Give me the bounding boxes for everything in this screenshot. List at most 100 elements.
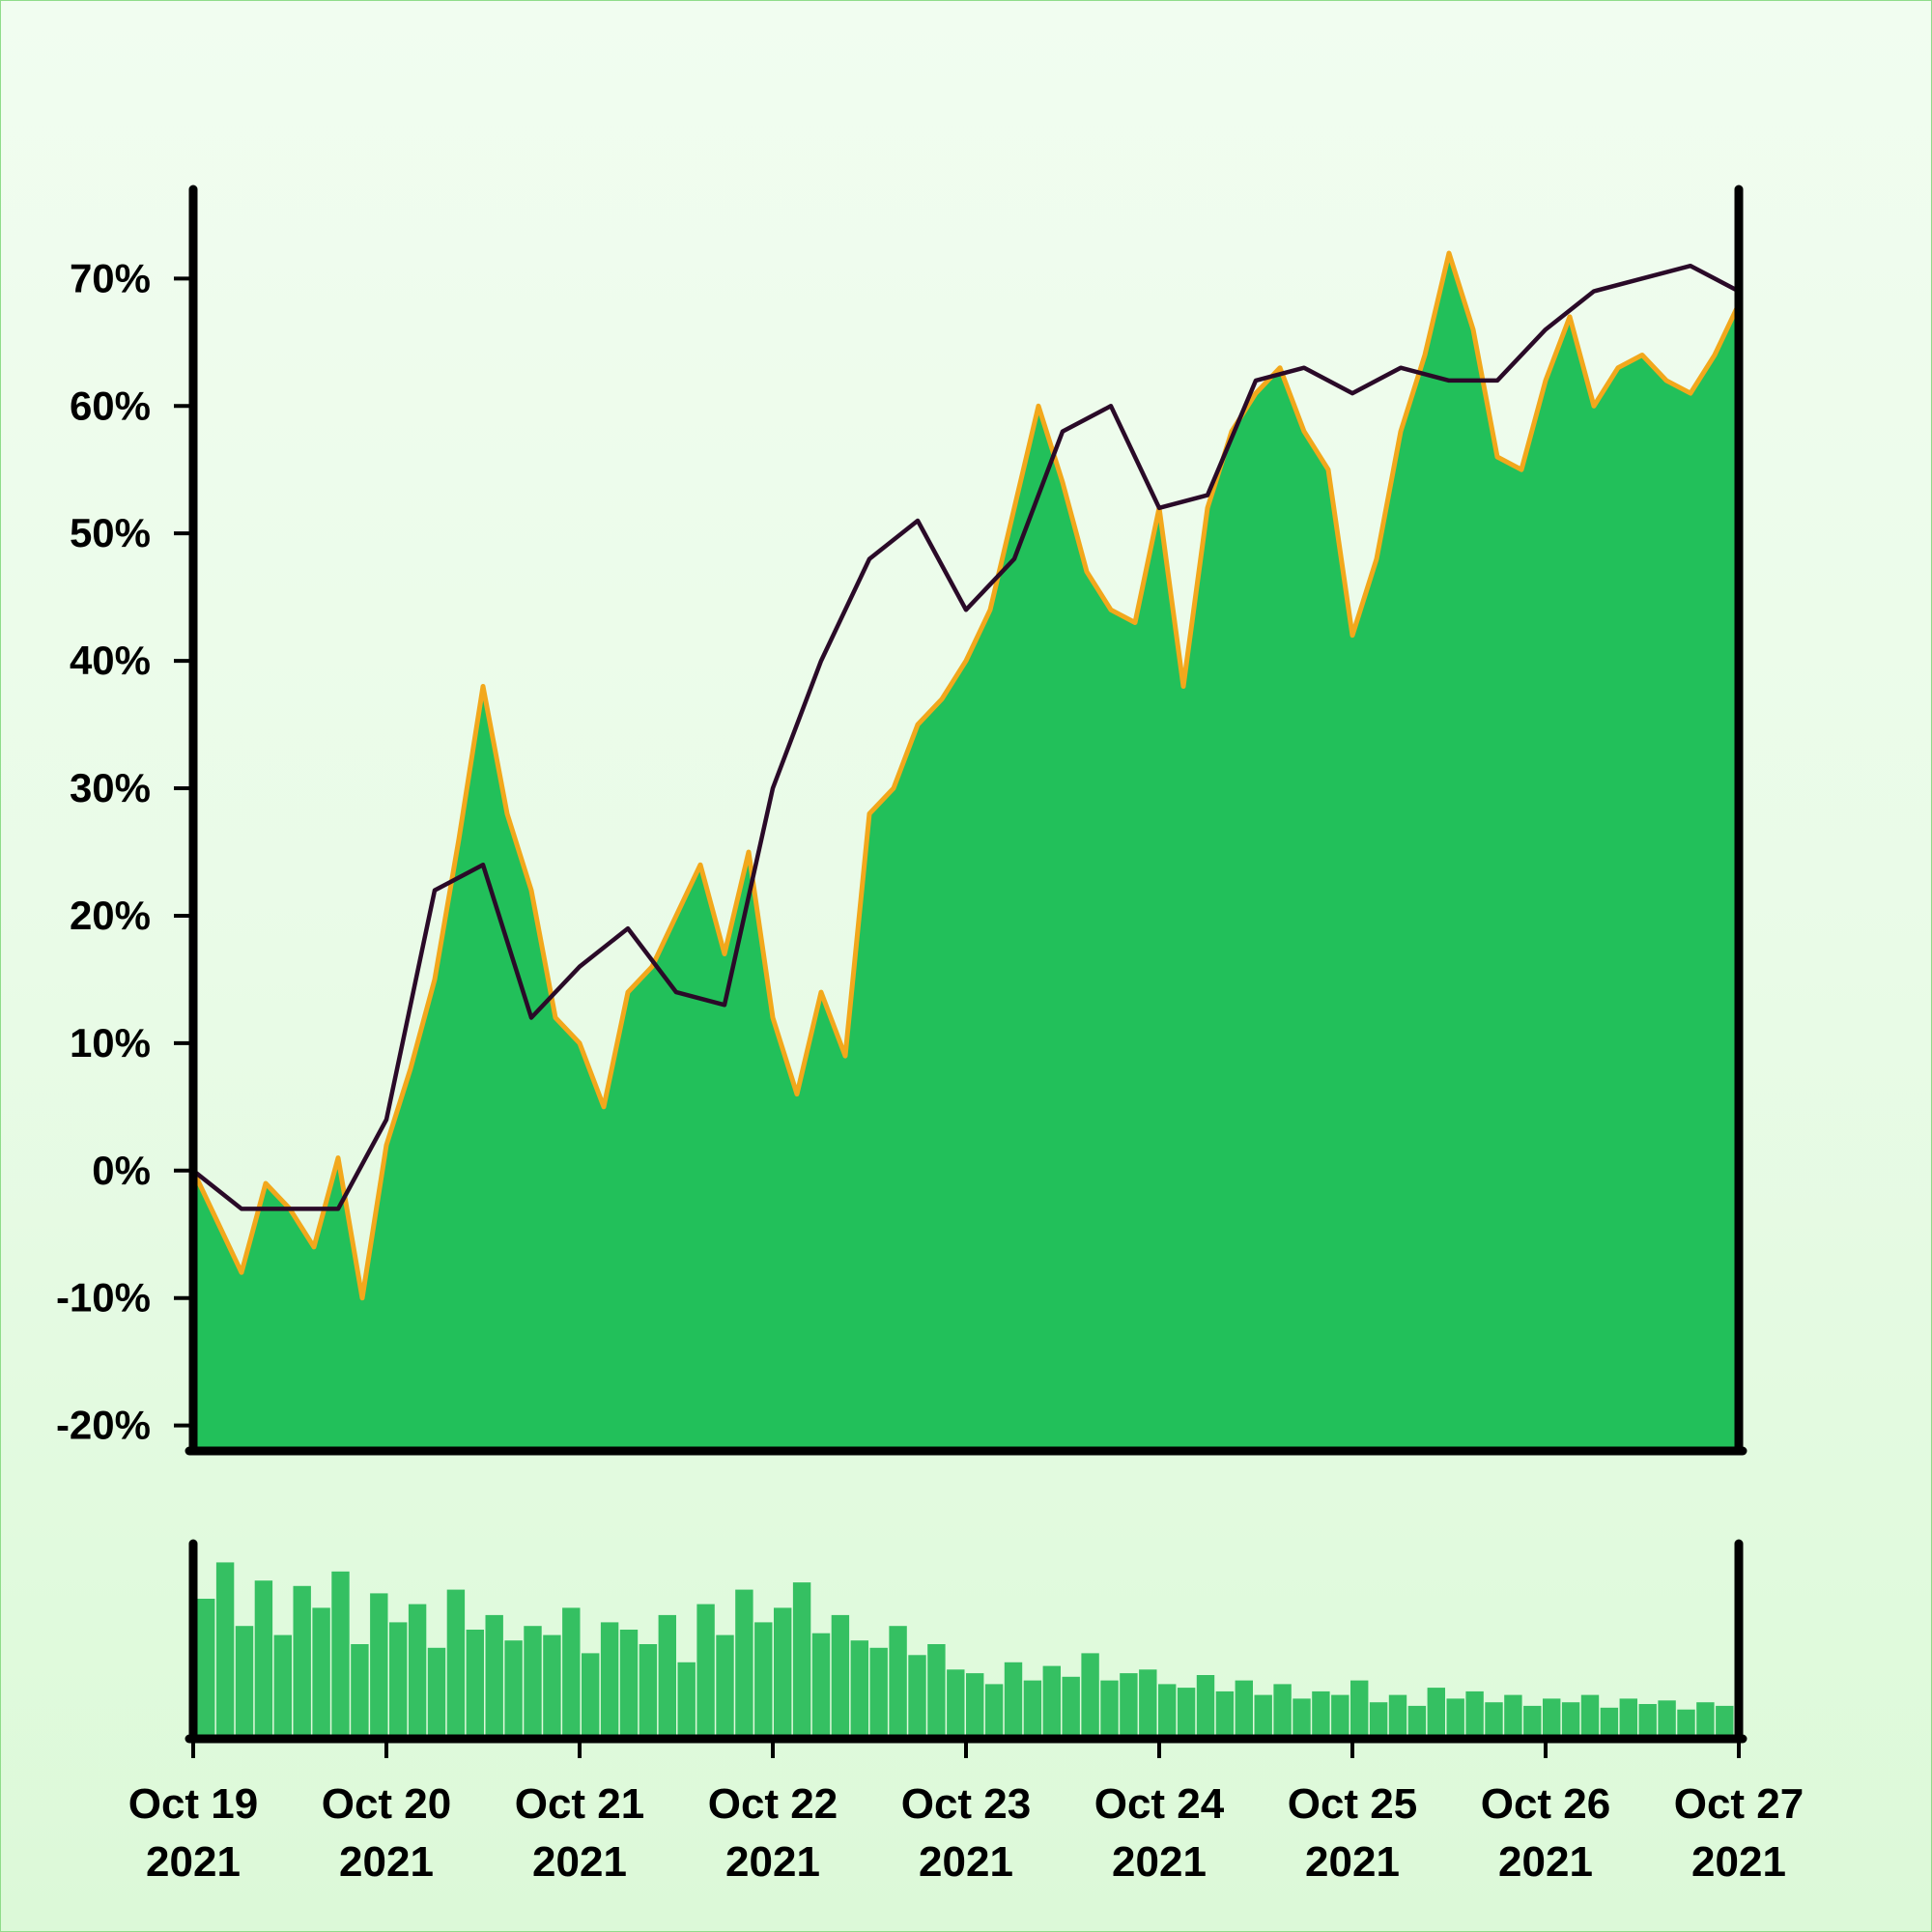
volume-bar <box>1331 1694 1350 1735</box>
volume-bar <box>1427 1688 1445 1735</box>
x-tick-label-year: 2021 <box>1112 1838 1207 1886</box>
volume-bar <box>927 1644 946 1735</box>
y-tick-label: 70% <box>70 255 151 300</box>
volume-bar <box>696 1604 715 1735</box>
volume-bar <box>1293 1698 1311 1735</box>
x-axis-ticks: Oct 19 2021 Oct 20 2021 Oct 21 2021 Oct 22 2021… <box>128 1739 1804 1886</box>
volume-bars <box>197 1562 1734 1735</box>
volume-bar <box>1254 1694 1272 1735</box>
volume-bar <box>485 1614 503 1735</box>
volume-bar <box>235 1626 254 1735</box>
volume-bar <box>1619 1698 1637 1735</box>
volume-bar <box>1504 1694 1522 1735</box>
volume-bar <box>639 1644 658 1735</box>
volume-bar <box>966 1673 984 1735</box>
volume-bar <box>543 1634 561 1735</box>
volume-bar <box>408 1604 427 1735</box>
volume-bar <box>947 1669 965 1735</box>
volume-bar <box>582 1653 600 1735</box>
volume-bar <box>1677 1709 1695 1735</box>
volume-bar <box>1023 1680 1042 1735</box>
price-area-edge <box>190 250 1742 1301</box>
volume-bar <box>1543 1698 1561 1735</box>
volume-bar <box>811 1633 831 1735</box>
volume-bar <box>273 1634 292 1735</box>
x-tick-label-date: Oct 20 <box>322 1780 452 1828</box>
x-tick-label-year: 2021 <box>919 1838 1013 1886</box>
volume-bar <box>1004 1662 1023 1735</box>
volume-bar <box>1158 1684 1177 1735</box>
volume-bar <box>1120 1673 1138 1735</box>
x-tick-label-date: Oct 22 <box>708 1780 838 1828</box>
y-tick-label: 30% <box>70 765 151 810</box>
volume-panel: Oct 19 2021 Oct 20 2021 Oct 21 2021 Oct 22 2021… <box>128 1539 1804 1886</box>
volume-bar <box>619 1630 639 1735</box>
y-tick-label: 50% <box>70 510 151 555</box>
volume-bar <box>351 1644 369 1735</box>
volume-bar <box>735 1589 753 1735</box>
volume-bar <box>197 1599 215 1735</box>
x-tick-label-date: Oct 23 <box>901 1780 1032 1828</box>
price-panel: -20% -10% 0% 10% 20% 30% 40% 50% 60% 70% <box>56 185 1747 1456</box>
volume-bar <box>908 1655 926 1735</box>
volume-bar <box>1235 1680 1253 1735</box>
volume-bar <box>1215 1690 1235 1735</box>
moving-average-line <box>190 263 1742 1211</box>
x-tick-label-date: Oct 21 <box>515 1780 645 1828</box>
volume-bar <box>312 1607 330 1735</box>
volume-bar <box>1062 1676 1080 1735</box>
volume-bar <box>1523 1705 1542 1735</box>
volume-bar <box>1658 1700 1676 1735</box>
volume-bar <box>370 1593 388 1735</box>
volume-bar <box>677 1662 696 1735</box>
y-tick-label: 60% <box>70 383 151 428</box>
volume-bar <box>1561 1702 1580 1735</box>
volume-bar <box>774 1607 792 1735</box>
volume-bar <box>1388 1694 1407 1735</box>
volume-bar <box>1407 1705 1427 1735</box>
volume-bar <box>869 1647 888 1735</box>
x-tick-label-date: Oct 19 <box>128 1780 259 1828</box>
x-tick-label-year: 2021 <box>339 1838 434 1886</box>
volume-bar <box>1350 1680 1369 1735</box>
volume-bar <box>754 1622 773 1735</box>
volume-bar <box>1369 1702 1388 1735</box>
x-tick-label-date: Oct 24 <box>1094 1780 1225 1828</box>
x-tick-label-year: 2021 <box>1691 1838 1786 1886</box>
volume-bar <box>984 1684 1004 1735</box>
volume-bar <box>1042 1665 1061 1735</box>
y-tick-label: 40% <box>70 638 151 683</box>
volume-bar <box>1716 1705 1734 1735</box>
x-tick-label-year: 2021 <box>1498 1838 1593 1886</box>
volume-bar <box>504 1640 523 1735</box>
volume-bar <box>1177 1688 1196 1735</box>
y-axis-ticks: -20% -10% 0% 10% 20% 30% 40% 50% 60% 70% <box>56 255 193 1448</box>
volume-bar <box>1696 1702 1715 1735</box>
volume-bar <box>1446 1698 1464 1735</box>
volume-bar <box>850 1640 868 1735</box>
volume-bar <box>716 1634 734 1735</box>
volume-bar <box>831 1614 850 1735</box>
y-tick-label: 20% <box>70 893 151 938</box>
volume-bar <box>215 1562 235 1735</box>
volume-bar <box>792 1582 811 1735</box>
volume-bar <box>524 1626 542 1735</box>
volume-bar <box>1638 1704 1657 1735</box>
volume-bar <box>1081 1653 1099 1735</box>
volume-bar <box>600 1622 619 1735</box>
volume-bar <box>658 1614 676 1735</box>
volume-bar <box>1485 1702 1503 1735</box>
volume-bar <box>1465 1690 1484 1735</box>
volume-bar <box>466 1630 484 1735</box>
x-tick-label-year: 2021 <box>725 1838 820 1886</box>
volume-bar <box>1100 1680 1119 1735</box>
y-tick-label: 10% <box>70 1020 151 1065</box>
volume-bar <box>389 1622 408 1735</box>
price-area-fill <box>193 253 1739 1451</box>
y-tick-label: -20% <box>56 1403 151 1448</box>
x-tick-label-year: 2021 <box>146 1838 241 1886</box>
volume-bar <box>1580 1694 1600 1735</box>
y-tick-label: -10% <box>56 1275 151 1321</box>
x-tick-label-date: Oct 25 <box>1288 1780 1418 1828</box>
